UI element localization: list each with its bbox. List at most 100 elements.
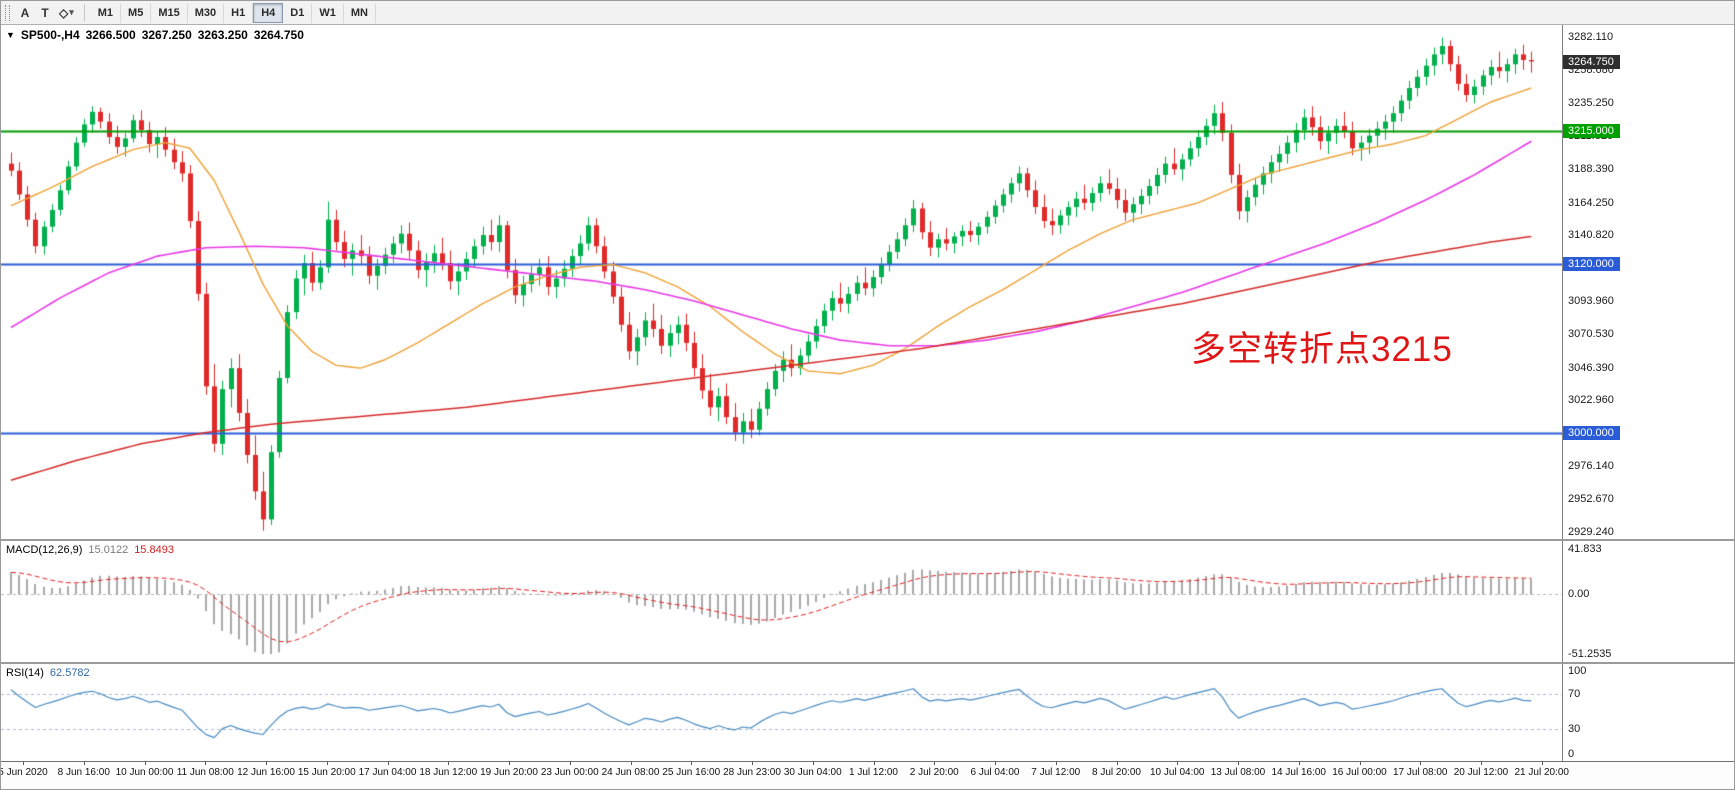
time-tick-mark [1420,762,1422,765]
price-tick: 3164.250 [1568,196,1614,209]
timeframe-button-mn[interactable]: MN [344,2,376,23]
toolbar-grip-icon[interactable] [5,4,10,21]
time-label: 10 Jun 00:00 [115,767,174,778]
time-label: 6 Jul 04:00 [970,767,1020,778]
rsi-axis-100: 100 [1568,665,1587,677]
price-plot-area: ▼ SP500-,H4 3266.500 3267.250 3263.250 3… [1,25,1563,539]
time-tick-mark [752,762,753,765]
toolbar: A T ◇ ▾ M1 M5 M15 M30 H1 H4 D1 W1 MN [1,1,1734,25]
time-tick-mark [569,762,571,765]
time-label: 28 Jun 23:00 [723,767,781,778]
timeframe-button-m15[interactable]: M15 [151,2,188,23]
shapes-dropdown-button[interactable]: ◇ ▾ [59,5,74,20]
text-t-tool-button[interactable]: T [41,5,49,20]
macd-signal-value: 15.8493 [134,544,174,556]
macd-panel: MACD(12,26,9) 15.0122 15.8493 41.833 0.0… [1,539,1734,662]
time-tick-mark [1177,762,1179,765]
price-tick: 3022.960 [1568,394,1614,407]
rsi-axis-0: 0 [1568,748,1575,760]
drawing-tools-group: A T ◇ ▾ [15,3,78,23]
time-label: 12 Jun 16:00 [237,767,295,778]
price-tick: 3188.390 [1568,162,1614,175]
time-tick-mark [1298,762,1300,765]
ohlc-open: 3266.500 [85,28,136,42]
time-tick-mark [83,762,85,765]
price-axis[interactable]: 3282.1103258.6803235.2503211.8203188.390… [1563,25,1734,539]
time-label: 20 Jul 12:00 [1453,767,1509,778]
timeframe-button-m1[interactable]: M1 [91,2,122,23]
price-tick: 3046.390 [1568,361,1614,374]
ohlc-low: 3263.250 [197,28,248,42]
time-label: 16 Jul 00:00 [1332,767,1387,778]
time-tick-mark [23,762,24,765]
cursor-a-tool-button[interactable]: A [20,5,30,20]
macd-axis-zero: 0.00 [1568,588,1590,601]
time-tick-mark [205,762,207,765]
time-label: 19 Jun 20:00 [480,767,538,778]
rsi-canvas[interactable] [1,664,1562,761]
timeframe-button-m30[interactable]: M30 [188,2,225,23]
price-chart-panel: ▼ SP500-,H4 3266.500 3267.250 3263.250 3… [1,25,1734,539]
price-badge: 3120.000 [1563,257,1620,272]
price-tick: 3093.960 [1568,294,1614,307]
time-tick-mark [630,762,632,765]
macd-label: MACD(12,26,9) 15.0122 15.8493 [6,544,174,556]
timeframe-button-w1[interactable]: W1 [312,2,344,23]
time-label: 23 Jun 00:00 [540,767,599,778]
price-tick: 2929.240 [1568,525,1614,538]
time-label: 17 Jul 08:00 [1393,767,1448,778]
time-label: 18 Jun 12:00 [419,767,478,778]
chart-title: ▼ SP500-,H4 3266.500 3267.250 3263.250 3… [6,28,304,42]
rsi-axis[interactable]: 100 70 30 0 [1563,664,1734,761]
price-chart-canvas[interactable] [1,25,1562,539]
time-label: 21 Jul 20:00 [1514,767,1570,778]
time-label: 13 Jul 08:00 [1210,767,1266,778]
price-tick: 3070.530 [1568,327,1614,340]
time-tick-mark [691,762,693,765]
time-tick-mark [1238,762,1239,765]
timeframe-button-h4[interactable]: H4 [253,2,284,23]
dropdown-caret-icon: ▾ [69,7,74,17]
time-tick-mark [873,762,875,765]
macd-main-value: 15.0122 [88,544,129,556]
time-label: 25 Jun 16:00 [662,767,721,778]
time-tick-mark [326,762,328,765]
macd-name: MACD(12,26,9) [6,544,83,556]
time-label: 8 Jun 16:00 [57,767,110,778]
one-click-trading-icon[interactable]: ▼ [6,30,15,40]
rsi-value: 62.5782 [49,667,90,679]
time-label: 8 Jul 20:00 [1092,767,1141,778]
timeframe-button-m5[interactable]: M5 [121,2,152,23]
price-tick: 3282.110 [1568,31,1614,44]
ohlc-high: 3267.250 [141,28,192,42]
macd-axis-min: -51.2535 [1568,648,1612,660]
time-tick-mark [1541,762,1543,765]
timeframe-button-d1[interactable]: D1 [283,2,313,23]
time-label: 24 Jun 08:00 [601,767,660,778]
time-tick-mark [934,762,936,765]
time-label: 1 Jul 12:00 [849,767,898,778]
time-tick-mark [995,762,996,765]
price-badge: 3000.000 [1563,425,1620,440]
rsi-label: RSI(14) 62.5782 [6,667,90,679]
price-tick: 3140.820 [1568,229,1614,242]
time-label: 10 Jul 04:00 [1150,767,1205,778]
time-tick-mark [509,762,510,765]
time-tick-mark [144,762,146,765]
timeframe-button-h1[interactable]: H1 [224,2,254,23]
time-tick-mark [448,762,450,765]
price-badge: 3215.000 [1563,124,1620,139]
time-tick-mark [1481,762,1482,765]
time-tick-mark [387,762,389,765]
toolbar-separator [83,3,85,22]
macd-axis[interactable]: 41.833 0.00 -51.2535 [1563,541,1734,662]
time-tick-mark [812,762,814,765]
time-axis[interactable]: 5 Jun 2020 8 Jun 16:00 10 Jun 00:00 11 Jun … [1,761,1734,789]
rsi-axis-30: 30 [1568,722,1581,735]
rsi-panel: RSI(14) 62.5782 100 70 30 0 [1,662,1734,761]
time-label: 7 Jul 12:00 [1031,767,1081,778]
price-tick: 2952.670 [1568,492,1614,505]
time-tick-mark [1359,762,1361,765]
macd-canvas[interactable] [1,541,1562,662]
